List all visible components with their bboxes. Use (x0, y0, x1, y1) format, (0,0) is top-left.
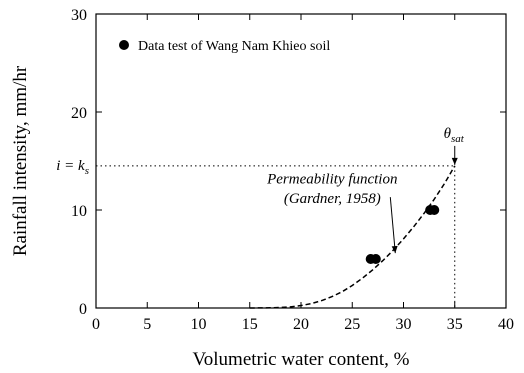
ks-label-sub: s (85, 165, 89, 177)
data-points (365, 205, 440, 264)
x-tick-label: 20 (293, 316, 309, 333)
x-tick-label: 10 (191, 316, 207, 333)
x-axis-title: Volumetric water content, % (192, 349, 409, 370)
y-tick-label: 0 (79, 301, 87, 318)
permeability-function-curve (249, 165, 456, 309)
x-tick-label: 30 (396, 316, 412, 333)
axis-ticks: 0 5 10 15 20 25 30 35 40 0 10 20 30 (71, 7, 514, 333)
data-point (429, 205, 440, 215)
y-tick-label: 30 (71, 7, 87, 24)
y-tick-label: 20 (71, 105, 87, 122)
theta-label-main: θ (444, 126, 452, 142)
x-tick-label: 0 (92, 316, 100, 333)
theta-sat-label: θsat (444, 126, 465, 145)
curve-label-line2: (Gardner, 1958) (284, 191, 381, 207)
curve-arrow-head (391, 245, 398, 254)
legend-marker (119, 40, 129, 50)
x-tick-label: 35 (447, 316, 463, 333)
ks-label: i = ks (56, 158, 89, 177)
x-tick-label: 25 (344, 316, 360, 333)
curve-label-line1: Permeability function (266, 172, 397, 188)
y-axis-title: Rainfall intensity, mm/hr (10, 65, 31, 256)
data-point (370, 254, 381, 264)
y-tick-label: 10 (71, 203, 87, 220)
x-tick-label: 5 (143, 316, 151, 333)
ks-label-main: i = k (56, 158, 85, 174)
x-tick-label: 40 (498, 316, 514, 333)
theta-label-sub: sat (451, 133, 465, 145)
theta-arrow-head (451, 157, 458, 165)
plot-frame (95, 13, 507, 309)
legend-label: Data test of Wang Nam Khieo soil (138, 39, 330, 54)
reference-lines (96, 165, 456, 308)
x-tick-label: 15 (242, 316, 258, 333)
curve-arrow-line (389, 197, 396, 254)
